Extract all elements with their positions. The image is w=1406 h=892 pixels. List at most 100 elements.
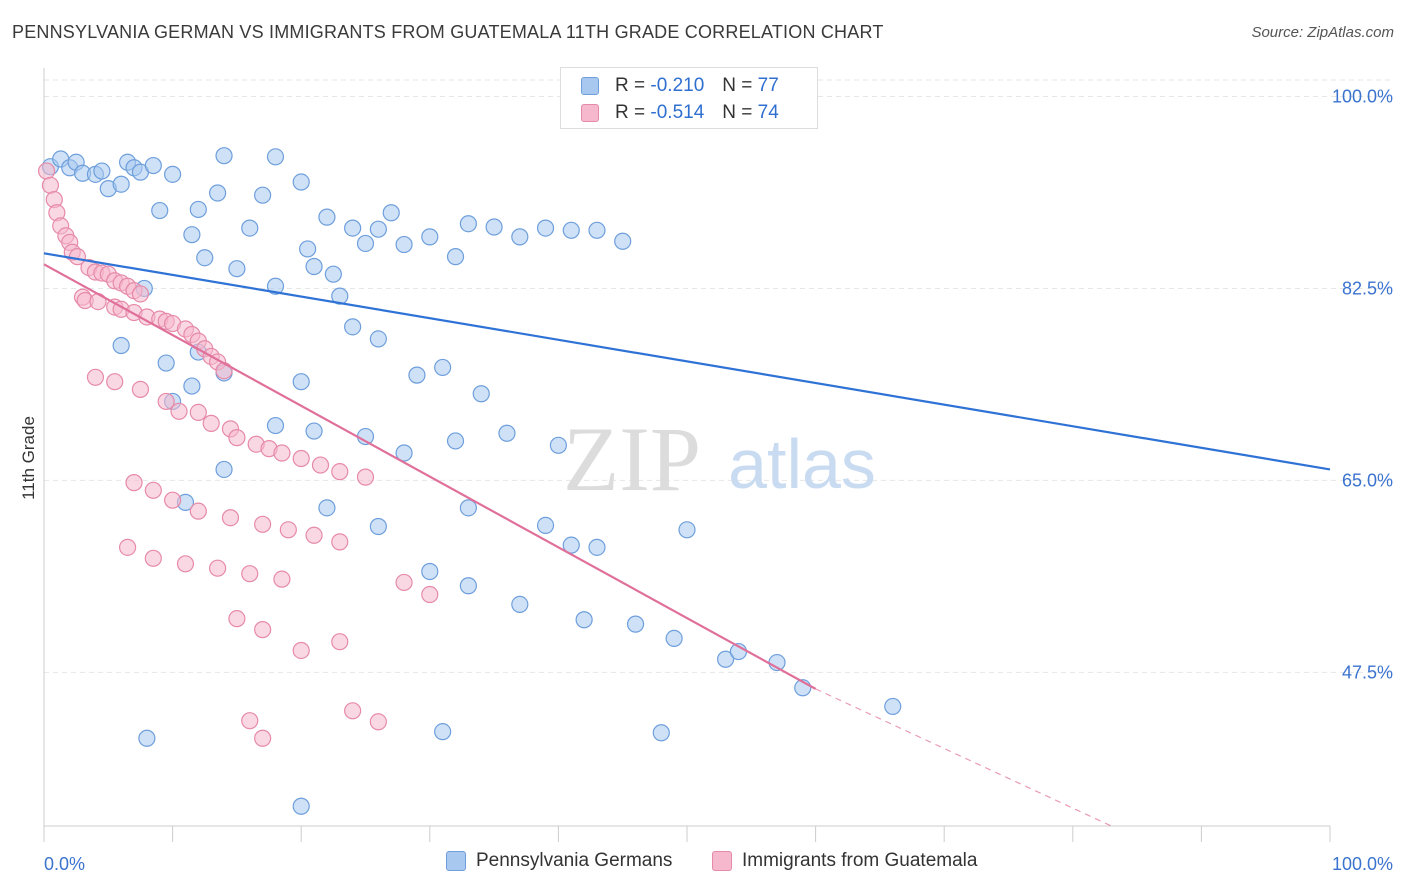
blue-point bbox=[112, 175, 130, 193]
chart-title: PENNSYLVANIA GERMAN VS IMMIGRANTS FROM G… bbox=[12, 22, 884, 42]
pink-point bbox=[215, 362, 233, 380]
blue-point bbox=[112, 336, 130, 355]
n-label: N = bbox=[722, 102, 753, 123]
blue-point bbox=[318, 208, 336, 226]
blue-point bbox=[93, 162, 111, 180]
blue-point bbox=[459, 577, 477, 595]
stats-row-blue: R = -0.210 N = 77 bbox=[581, 73, 779, 99]
legend-item-immigrants-from-guatemala: Immigrants from Guatemala bbox=[712, 850, 977, 872]
pink-point bbox=[292, 641, 310, 660]
blue-point bbox=[292, 797, 310, 815]
blue-point bbox=[459, 215, 477, 233]
pink-point bbox=[37, 162, 56, 180]
blue-point bbox=[344, 219, 362, 237]
blue-point bbox=[356, 234, 375, 253]
watermark-zip: ZIP bbox=[563, 408, 701, 510]
pink-point bbox=[125, 474, 143, 492]
pink-point bbox=[331, 463, 349, 481]
blue-point bbox=[511, 595, 529, 613]
blue-point bbox=[884, 697, 902, 716]
r-label: R = bbox=[615, 75, 646, 96]
blue-point bbox=[138, 729, 156, 747]
pink-point bbox=[209, 559, 227, 577]
pink-point bbox=[331, 633, 349, 651]
stats-row-pink: R = -0.514 N = 74 bbox=[581, 100, 779, 126]
pink-point bbox=[421, 585, 439, 604]
pink-point bbox=[131, 380, 150, 398]
pink-point bbox=[369, 713, 387, 731]
blue-point bbox=[183, 377, 201, 395]
blue-point bbox=[299, 240, 317, 258]
pink-point bbox=[273, 570, 291, 588]
blue-point bbox=[408, 366, 426, 384]
n-label: N = bbox=[722, 75, 753, 96]
blue-swatch bbox=[581, 77, 599, 95]
blue-point bbox=[434, 723, 452, 741]
pink-point bbox=[305, 526, 323, 544]
pink-point bbox=[254, 515, 272, 533]
blue-point bbox=[305, 422, 323, 440]
blue-point bbox=[324, 265, 342, 283]
blue-point bbox=[305, 257, 323, 276]
blue-point bbox=[536, 219, 555, 237]
blue-point bbox=[511, 228, 529, 246]
x-tick-label: 0.0% bbox=[44, 854, 85, 874]
n-value: 74 bbox=[757, 102, 779, 123]
pink-point bbox=[331, 533, 349, 551]
r-value: -0.210 bbox=[650, 75, 705, 96]
watermark-atlas: atlas bbox=[728, 425, 876, 503]
watermark: ZIP atlas bbox=[563, 408, 876, 510]
trend-lines bbox=[43, 252, 1331, 827]
blue-point bbox=[266, 148, 285, 166]
blue-point bbox=[498, 424, 516, 442]
pink-point bbox=[202, 414, 220, 432]
blue-point bbox=[549, 436, 568, 454]
source-label: Source: ZipAtlas.com bbox=[1251, 24, 1394, 41]
pink-point bbox=[170, 402, 188, 420]
blue-point bbox=[652, 724, 670, 742]
pink-point bbox=[144, 549, 162, 567]
pink-point bbox=[176, 555, 195, 573]
x-tick-label: 100.0% bbox=[1332, 854, 1393, 874]
blue-point bbox=[292, 373, 310, 391]
blue-point bbox=[678, 521, 696, 539]
y-tick-label: 82.5% bbox=[1342, 278, 1393, 298]
pink-point bbox=[273, 444, 291, 462]
blue-point bbox=[536, 516, 555, 535]
scatter-points bbox=[37, 147, 902, 815]
blue-point bbox=[157, 354, 175, 372]
pink-point bbox=[395, 573, 413, 592]
blue-point bbox=[665, 629, 683, 648]
r-label: R = bbox=[615, 102, 646, 123]
legend-label: Immigrants from Guatemala bbox=[742, 850, 978, 871]
legend-label: Pennsylvania Germans bbox=[476, 850, 673, 871]
n-value: 77 bbox=[757, 75, 779, 96]
blue-point bbox=[446, 248, 465, 266]
pink-trend-extension bbox=[815, 688, 1112, 827]
series-legend: Pennsylvania Germans Immigrants from Gua… bbox=[0, 850, 1406, 880]
blue-point bbox=[421, 228, 439, 246]
blue-point bbox=[562, 536, 580, 554]
pink-point bbox=[311, 456, 330, 474]
pink-point bbox=[144, 481, 162, 499]
y-tick-label: 100.0% bbox=[1332, 86, 1393, 106]
pink-point bbox=[164, 491, 182, 509]
blue-point bbox=[369, 330, 387, 348]
blue-point bbox=[228, 260, 246, 278]
blue-point bbox=[446, 432, 465, 450]
pink-point bbox=[41, 176, 60, 194]
pink-trend-line bbox=[43, 263, 817, 690]
blue-point bbox=[434, 358, 452, 377]
blue-point bbox=[626, 615, 645, 633]
legend-swatch-blue bbox=[446, 851, 466, 871]
blue-point bbox=[215, 460, 233, 479]
blue-point bbox=[459, 499, 477, 517]
blue-trend-line bbox=[43, 252, 1331, 471]
pink-point bbox=[356, 468, 375, 486]
blue-point bbox=[164, 165, 182, 183]
tick-labels: 47.5% 65.0% 82.5% 100.0% 0.0% 100.0% bbox=[44, 86, 1393, 874]
pink-point bbox=[189, 502, 207, 520]
pink-point bbox=[157, 392, 175, 411]
axes bbox=[43, 68, 1331, 842]
